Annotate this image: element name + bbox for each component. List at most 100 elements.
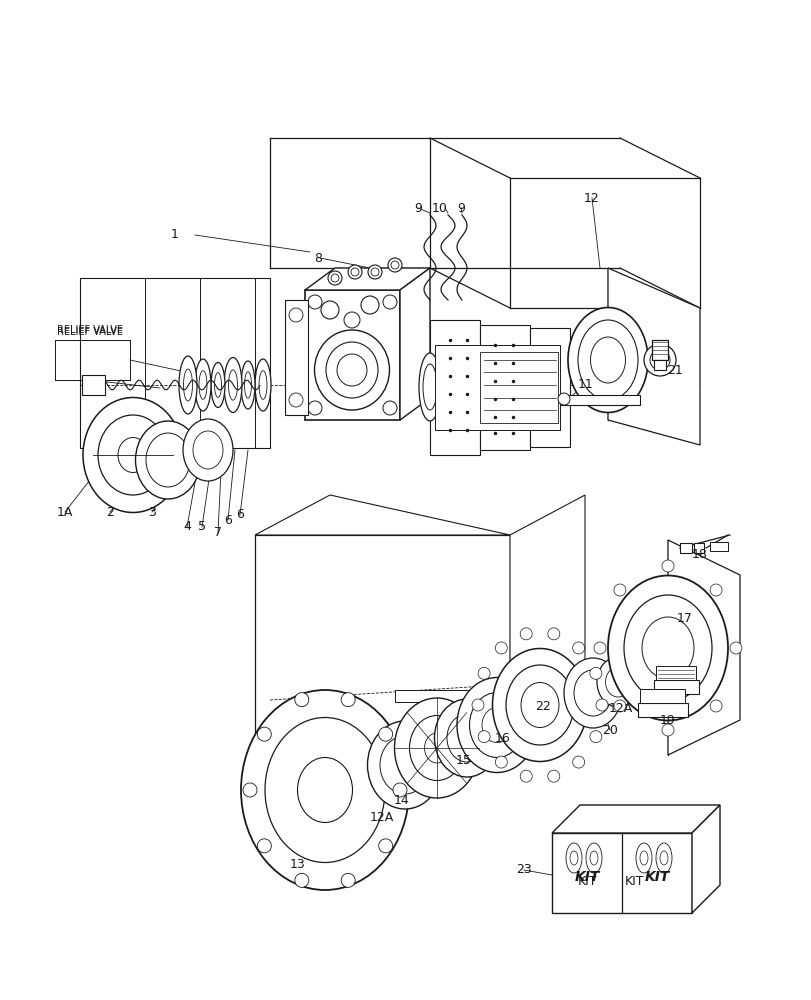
- Ellipse shape: [367, 721, 442, 809]
- Text: 21: 21: [667, 363, 682, 376]
- Bar: [679, 543, 691, 553]
- Polygon shape: [305, 268, 430, 290]
- Circle shape: [495, 642, 507, 654]
- Text: 6: 6: [224, 514, 232, 526]
- Polygon shape: [551, 805, 719, 833]
- Circle shape: [391, 261, 398, 269]
- Ellipse shape: [505, 665, 573, 745]
- Ellipse shape: [482, 708, 512, 742]
- Circle shape: [341, 693, 354, 707]
- Circle shape: [572, 756, 584, 768]
- Ellipse shape: [199, 371, 207, 399]
- Circle shape: [649, 350, 669, 370]
- Ellipse shape: [195, 359, 211, 411]
- Text: 22: 22: [534, 700, 550, 712]
- Polygon shape: [255, 495, 509, 535]
- Ellipse shape: [211, 362, 225, 408]
- Text: 1A: 1A: [57, 506, 73, 518]
- Ellipse shape: [635, 843, 651, 873]
- Polygon shape: [530, 328, 569, 447]
- Text: 11: 11: [577, 378, 593, 391]
- Ellipse shape: [241, 690, 409, 890]
- Ellipse shape: [569, 851, 577, 865]
- Circle shape: [557, 393, 569, 405]
- Text: KIT: KIT: [624, 876, 644, 888]
- Text: RELIEF VALVE: RELIEF VALVE: [57, 325, 122, 335]
- Circle shape: [613, 700, 625, 712]
- Ellipse shape: [623, 595, 711, 701]
- Circle shape: [257, 727, 271, 741]
- Ellipse shape: [590, 337, 624, 383]
- Ellipse shape: [337, 354, 367, 386]
- Text: 9: 9: [457, 202, 465, 215]
- Ellipse shape: [135, 421, 200, 499]
- Circle shape: [307, 295, 322, 309]
- Circle shape: [393, 783, 406, 797]
- Circle shape: [589, 667, 601, 679]
- Text: 20: 20: [601, 723, 617, 736]
- Text: 16: 16: [495, 731, 510, 744]
- Ellipse shape: [565, 843, 581, 873]
- Ellipse shape: [590, 851, 597, 865]
- Polygon shape: [551, 833, 691, 913]
- Circle shape: [572, 642, 584, 654]
- Polygon shape: [430, 320, 479, 455]
- Ellipse shape: [244, 372, 251, 398]
- Circle shape: [307, 401, 322, 415]
- Circle shape: [331, 274, 338, 282]
- Circle shape: [320, 301, 338, 319]
- Circle shape: [547, 628, 559, 640]
- Ellipse shape: [446, 714, 487, 762]
- Bar: [560, 395, 639, 405]
- Ellipse shape: [423, 364, 436, 410]
- Polygon shape: [479, 352, 557, 423]
- Polygon shape: [305, 290, 400, 420]
- Polygon shape: [667, 540, 739, 755]
- Circle shape: [495, 756, 507, 768]
- Text: KIT: KIT: [577, 876, 597, 888]
- Polygon shape: [607, 268, 699, 445]
- Text: KIT: KIT: [573, 870, 599, 884]
- Ellipse shape: [573, 670, 611, 716]
- Ellipse shape: [193, 431, 223, 469]
- Circle shape: [478, 731, 490, 743]
- Text: 7: 7: [214, 526, 221, 540]
- Ellipse shape: [255, 359, 271, 411]
- Circle shape: [378, 727, 393, 741]
- Text: 12: 12: [583, 192, 599, 205]
- Ellipse shape: [83, 397, 182, 512]
- Ellipse shape: [564, 658, 621, 728]
- Text: 14: 14: [393, 793, 410, 806]
- Text: 2: 2: [106, 506, 114, 518]
- Text: 10: 10: [431, 202, 448, 215]
- Circle shape: [294, 873, 308, 887]
- Text: 17: 17: [676, 611, 692, 624]
- Ellipse shape: [659, 851, 667, 865]
- Polygon shape: [82, 375, 105, 395]
- Polygon shape: [691, 805, 719, 913]
- Circle shape: [661, 560, 673, 572]
- Bar: [655, 666, 695, 680]
- Text: 4: 4: [182, 520, 191, 534]
- Circle shape: [709, 584, 721, 596]
- Circle shape: [520, 770, 531, 782]
- Circle shape: [348, 265, 362, 279]
- Bar: [709, 542, 727, 551]
- Bar: [653, 680, 698, 694]
- Polygon shape: [479, 325, 530, 450]
- Ellipse shape: [457, 678, 536, 772]
- Ellipse shape: [214, 373, 221, 397]
- Circle shape: [589, 731, 601, 743]
- Ellipse shape: [577, 320, 637, 400]
- Ellipse shape: [146, 433, 190, 487]
- Text: 9: 9: [414, 202, 422, 215]
- Text: 23: 23: [516, 863, 531, 876]
- Circle shape: [383, 401, 397, 415]
- Ellipse shape: [394, 698, 479, 798]
- Ellipse shape: [418, 353, 440, 421]
- Ellipse shape: [98, 415, 168, 495]
- Ellipse shape: [492, 648, 587, 762]
- Ellipse shape: [586, 843, 601, 873]
- Text: 6: 6: [236, 508, 243, 522]
- Text: 18: 18: [691, 548, 707, 562]
